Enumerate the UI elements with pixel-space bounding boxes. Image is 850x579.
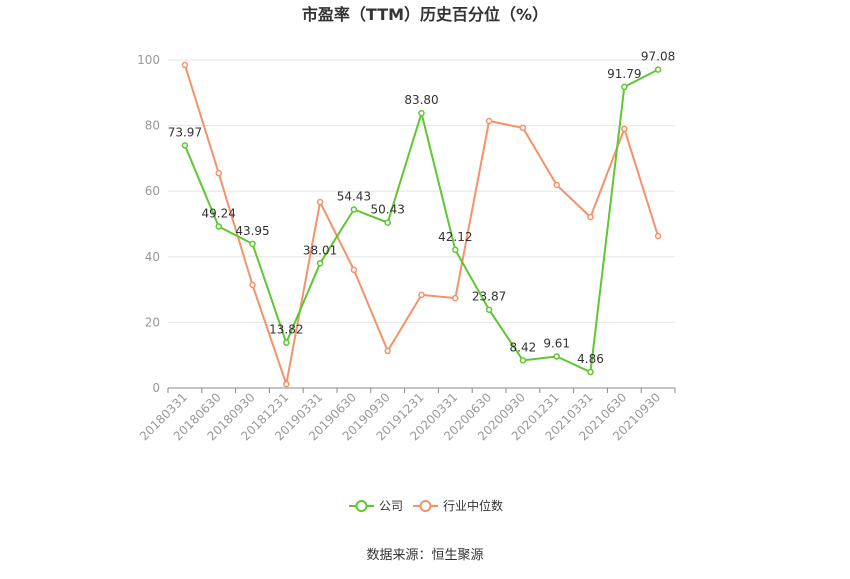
y-tick-label: 100	[137, 53, 160, 67]
series-0-point	[452, 246, 459, 254]
y-tick-label: 20	[145, 315, 160, 329]
series-0-data-label: 83.80	[404, 93, 438, 107]
series-0-data-label: 42.12	[438, 230, 472, 244]
legend-item-industry-median[interactable]: 行业中位数	[413, 498, 503, 513]
series-0-point	[283, 339, 290, 346]
series-0-point	[654, 66, 662, 73]
series-0-data-label: 9.61	[543, 336, 570, 350]
series-1-point	[350, 266, 358, 274]
series-0-data-label: 13.82	[269, 323, 303, 337]
series-1-point	[215, 169, 222, 177]
data-source-note: 数据来源：恒生聚源	[366, 548, 483, 563]
series-layer	[181, 61, 662, 388]
series-1-point	[654, 232, 662, 240]
series-1-point	[519, 124, 527, 132]
series-0-data-label: 91.79	[607, 67, 641, 81]
series-1-point	[485, 117, 493, 125]
series-0-data-label: 23.87	[472, 290, 506, 304]
series-1-point	[621, 125, 628, 133]
series-0-data-label: 4.86	[577, 352, 604, 366]
series-0-point	[215, 223, 222, 230]
legend-industry-marker-icon	[419, 500, 432, 512]
legend-company-label: 公司	[379, 499, 403, 513]
series-0-data-label: 73.97	[168, 125, 202, 139]
series-1-point	[283, 380, 290, 388]
series-0-point	[350, 206, 358, 213]
axes: 0204060801002018033120180630201809302018…	[137, 53, 676, 443]
series-0-point	[621, 83, 628, 91]
series-0-point	[519, 357, 527, 364]
series-0-data-label: 54.43	[337, 189, 371, 203]
legend-item-company[interactable]: 公司	[349, 499, 403, 513]
series-1-point	[587, 213, 594, 221]
series-0-point	[553, 353, 560, 360]
series-0-data-label: 49.24	[202, 206, 236, 220]
series-0-data-label: 97.08	[641, 50, 675, 64]
legend: 公司 行业中位数	[349, 498, 503, 513]
series-0-point	[418, 109, 425, 117]
grid-lines	[168, 59, 675, 323]
series-0-point	[384, 219, 391, 226]
series-0-data-label: 8.42	[510, 340, 537, 354]
y-tick-label: 0	[152, 381, 160, 395]
legend-industry-label: 行业中位数	[443, 498, 503, 513]
series-1-point	[384, 347, 391, 355]
series-1-point	[452, 294, 459, 302]
chart-title: 市盈率（TTM）历史百分位（%）	[302, 5, 548, 24]
legend-company-marker-icon	[355, 500, 368, 512]
series-1-point	[553, 181, 560, 189]
series-1-point	[418, 291, 425, 299]
series-0-point	[485, 306, 493, 313]
series-0-point	[316, 260, 324, 267]
series-0-data-label: 43.95	[235, 224, 269, 238]
series-0-point	[249, 240, 256, 248]
series-0-data-label: 38.01	[303, 243, 337, 257]
series-1-point	[249, 281, 256, 289]
series-0-point	[181, 142, 189, 149]
y-tick-label: 80	[145, 119, 160, 133]
series-1-point	[181, 61, 189, 69]
series-0-data-label: 50.43	[371, 203, 405, 217]
y-tick-label: 40	[145, 250, 160, 264]
series-0-point	[587, 368, 594, 376]
series-1-point	[316, 198, 324, 206]
y-tick-label: 60	[145, 184, 160, 198]
